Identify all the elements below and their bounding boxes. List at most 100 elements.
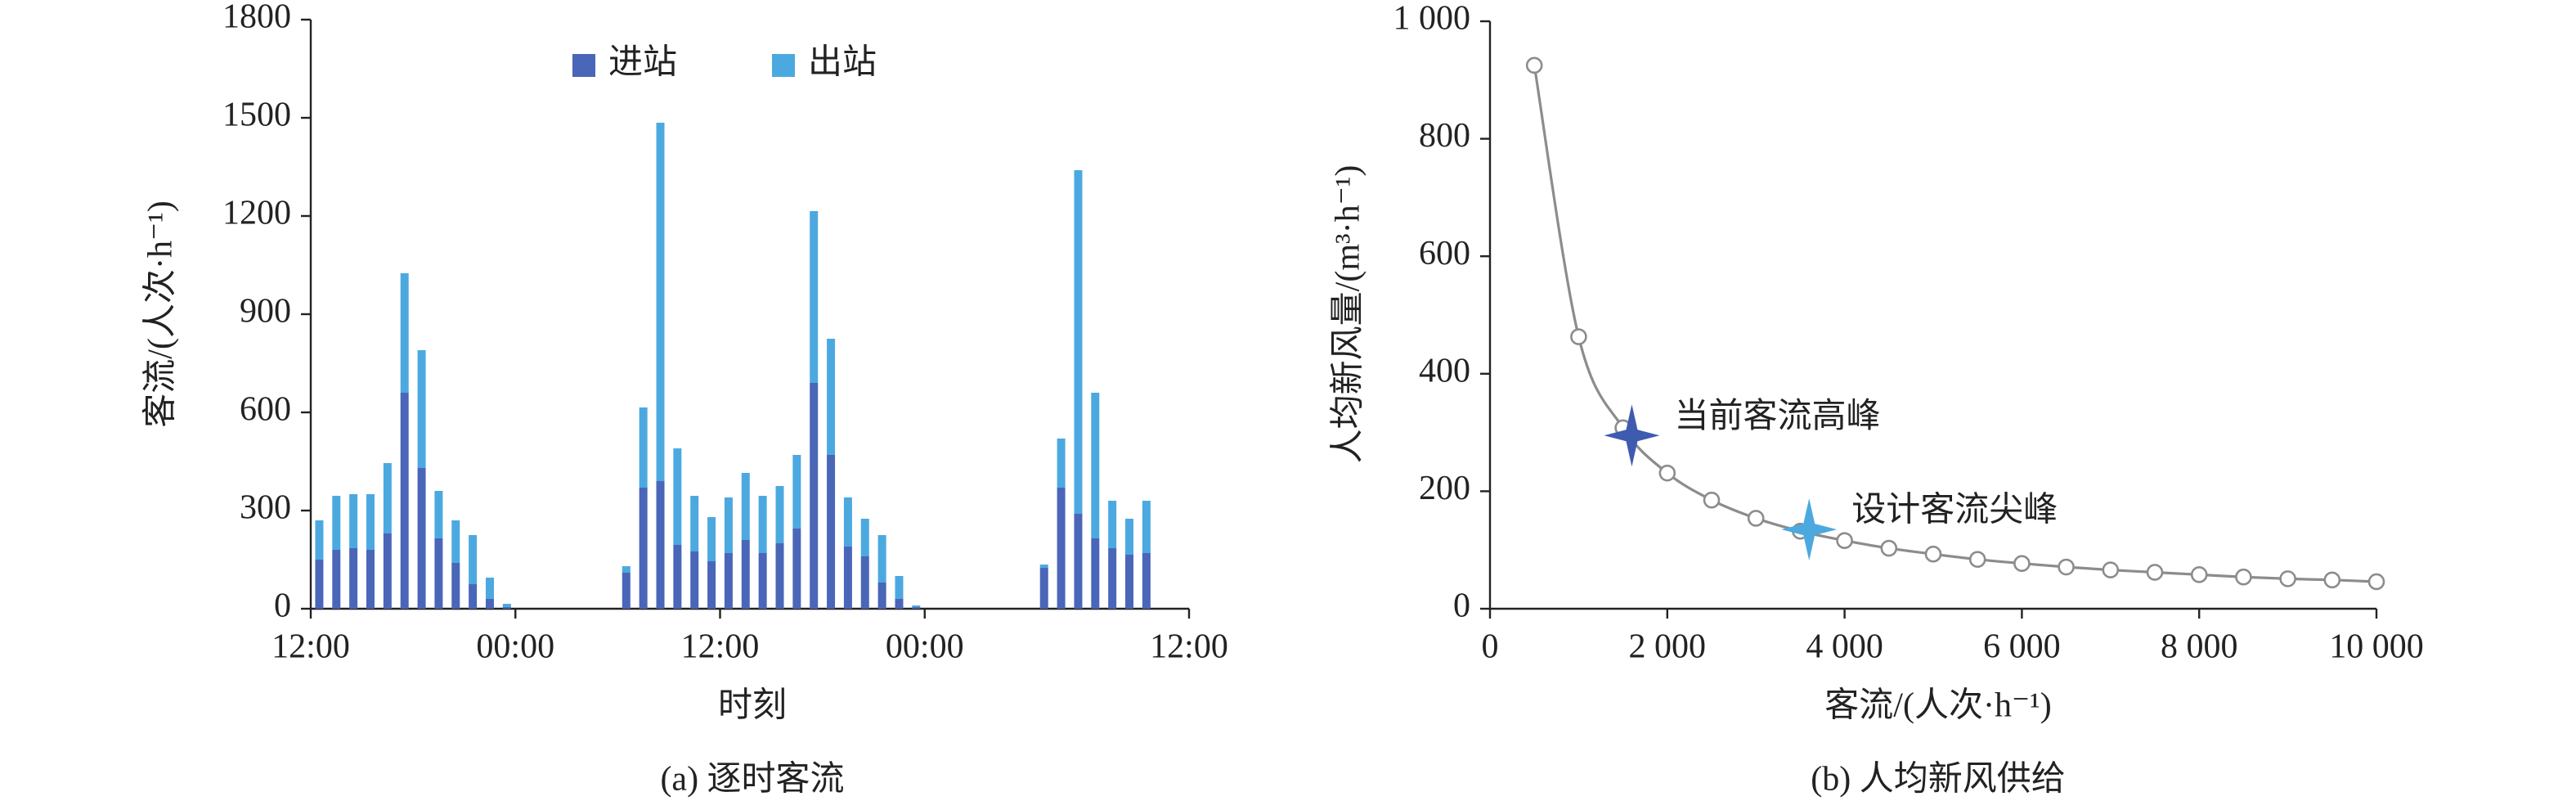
legend-label: 出站 bbox=[808, 44, 877, 82]
bar bbox=[1108, 501, 1117, 548]
x-tick-label: 6 000 bbox=[1983, 628, 2061, 666]
legend-swatch bbox=[572, 54, 595, 77]
bar bbox=[810, 383, 819, 609]
bar bbox=[741, 473, 750, 540]
legend-label: 进站 bbox=[608, 44, 677, 82]
bar bbox=[1074, 170, 1083, 514]
bar bbox=[690, 551, 699, 609]
bar bbox=[1125, 519, 1134, 555]
y-tick-label: 0 bbox=[274, 587, 291, 625]
bar bbox=[1091, 393, 1100, 538]
legend-swatch bbox=[772, 54, 795, 77]
annotation-label: 当前客流高峰 bbox=[1674, 397, 1880, 435]
bar bbox=[877, 535, 886, 583]
y-tick-label: 600 bbox=[1419, 235, 1470, 272]
bar bbox=[673, 545, 682, 609]
point bbox=[1570, 328, 1587, 345]
y-tick-label: 300 bbox=[240, 489, 291, 527]
bar bbox=[860, 519, 869, 556]
x-tick-label: 12:00 bbox=[681, 628, 760, 666]
bar bbox=[400, 393, 409, 609]
bar bbox=[502, 607, 511, 609]
bar bbox=[434, 538, 443, 609]
bar bbox=[690, 496, 699, 551]
annotation-star bbox=[1781, 498, 1838, 561]
bar bbox=[656, 123, 665, 481]
y-tick-label: 0 bbox=[1453, 587, 1470, 625]
annotation-star bbox=[1604, 404, 1660, 467]
bar bbox=[724, 553, 733, 609]
bar bbox=[332, 496, 341, 550]
bar bbox=[792, 529, 801, 609]
x-tick-label: 4 000 bbox=[1806, 628, 1883, 666]
bar bbox=[451, 563, 460, 609]
bar bbox=[434, 491, 443, 538]
x-tick-label: 12:00 bbox=[272, 628, 350, 666]
bar bbox=[1039, 565, 1048, 568]
bar bbox=[485, 578, 494, 599]
bar bbox=[502, 604, 511, 607]
y-tick-label: 800 bbox=[1419, 117, 1470, 155]
bar bbox=[469, 584, 478, 609]
bar bbox=[1142, 553, 1151, 609]
point bbox=[2058, 558, 2075, 576]
x-tick-label: 00:00 bbox=[476, 628, 554, 666]
y-tick-label: 600 bbox=[240, 391, 291, 429]
bar bbox=[622, 566, 631, 573]
x-tick-label: 12:00 bbox=[1150, 628, 1228, 666]
bar bbox=[639, 488, 648, 609]
bar bbox=[895, 576, 904, 599]
point bbox=[2279, 570, 2296, 587]
bar bbox=[366, 494, 375, 550]
bar bbox=[843, 497, 852, 547]
bar bbox=[417, 468, 426, 609]
point bbox=[2146, 564, 2164, 581]
bar bbox=[758, 553, 767, 609]
y-tick-label: 200 bbox=[1419, 470, 1470, 507]
bar bbox=[860, 556, 869, 609]
bar bbox=[332, 550, 341, 609]
x-tick-label: 10 000 bbox=[2329, 628, 2424, 666]
y-tick-label: 1800 bbox=[222, 0, 291, 36]
x-tick-label: 00:00 bbox=[886, 628, 964, 666]
y-axis-title: 客流/(人次·h⁻¹) bbox=[141, 200, 180, 427]
y-tick-label: 1500 bbox=[222, 97, 291, 134]
bar bbox=[792, 455, 801, 529]
bar bbox=[810, 211, 819, 383]
bar bbox=[315, 520, 324, 560]
bar bbox=[1125, 555, 1134, 609]
bar bbox=[912, 605, 921, 607]
bar bbox=[877, 583, 886, 609]
bar bbox=[724, 497, 733, 553]
point bbox=[1703, 491, 1721, 509]
x-tick-label: 8 000 bbox=[2161, 628, 2238, 666]
y-tick-label: 1 000 bbox=[1393, 0, 1471, 38]
point bbox=[2102, 561, 2120, 578]
x-axis-title: 客流/(人次·h⁻¹) bbox=[1824, 686, 2051, 725]
bar bbox=[1039, 568, 1048, 609]
caption: (b) 人均新风供给 bbox=[1811, 761, 2065, 799]
point bbox=[2235, 568, 2252, 586]
bar bbox=[383, 533, 392, 609]
bar bbox=[383, 463, 392, 533]
bar bbox=[469, 535, 478, 584]
x-axis-title: 时刻 bbox=[718, 687, 787, 725]
point bbox=[2323, 571, 2341, 589]
bar bbox=[315, 560, 324, 609]
point bbox=[1880, 539, 1898, 557]
bar bbox=[1057, 488, 1066, 609]
bar bbox=[775, 543, 784, 609]
bar bbox=[400, 273, 409, 393]
bar bbox=[843, 547, 852, 609]
annotation-label: 设计客流尖峰 bbox=[1851, 491, 2058, 529]
bar bbox=[827, 455, 836, 609]
bar bbox=[417, 350, 426, 468]
point bbox=[2367, 573, 2385, 591]
point bbox=[1968, 551, 1986, 568]
x-tick-label: 0 bbox=[1482, 628, 1499, 666]
bar bbox=[895, 599, 904, 609]
bar bbox=[1142, 501, 1151, 553]
point bbox=[1525, 56, 1543, 74]
point bbox=[2013, 555, 2031, 573]
